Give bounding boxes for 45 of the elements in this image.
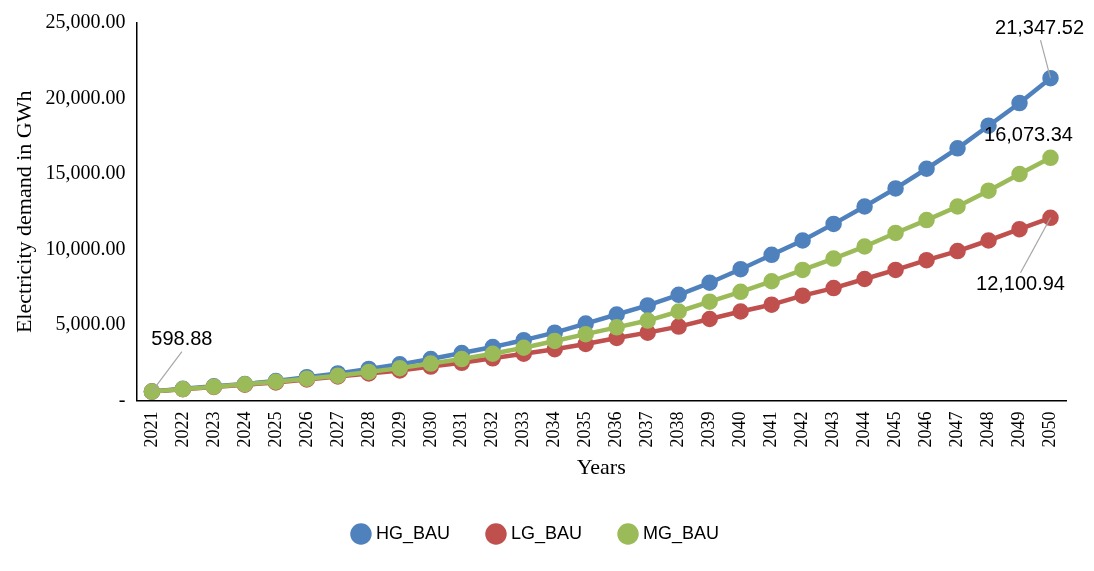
x-tick-label: 2035 [574, 411, 595, 448]
y-axis-title: Electricity demand in GWh [10, 90, 36, 334]
y-tick-label: 15,000.00 [45, 161, 126, 184]
x-tick-label: 2048 [977, 411, 998, 448]
x-tick-label: 2031 [450, 411, 471, 448]
annotation: 12,100.94 [976, 272, 1065, 295]
x-tick-label: 2036 [605, 411, 626, 448]
legend-label: LG_BAU [510, 522, 583, 544]
x-tick-label: 2037 [636, 411, 657, 448]
x-tick-label: 2029 [388, 411, 409, 448]
annotation: 598.88 [151, 327, 213, 350]
x-tick-label: 2034 [543, 411, 564, 448]
x-tick-label: 2033 [512, 411, 533, 448]
x-tick-label: 2040 [729, 411, 750, 448]
y-tick-label: 5,000.00 [55, 312, 126, 335]
x-tick-label: 2032 [481, 411, 502, 448]
x-tick-label: 2042 [791, 411, 812, 448]
x-tick-label: 2024 [233, 411, 254, 448]
x-tick-label: 2021 [140, 411, 161, 448]
x-tick-label: 2045 [884, 411, 905, 448]
x-tick-label: 2025 [264, 411, 285, 448]
x-tick-label: 2028 [357, 411, 378, 448]
y-tick-label: 20,000.00 [45, 85, 126, 108]
x-tick-label: 2027 [326, 411, 347, 448]
legend-label: HG_BAU [375, 522, 450, 544]
x-axis-title: Years [576, 453, 626, 479]
x-tick-label: 2047 [946, 411, 967, 448]
x-tick-label: 2026 [295, 411, 316, 448]
y-tick-label: - [118, 387, 126, 410]
x-tick-label: 2041 [760, 411, 781, 448]
x-tick-label: 2023 [202, 411, 223, 448]
legend-label: MG_BAU [643, 522, 720, 544]
y-tick-label: 25,000.00 [45, 10, 126, 33]
x-tick-label: 2043 [822, 411, 843, 448]
x-tick-label: 2022 [171, 411, 192, 448]
x-tick-label: 2044 [853, 411, 874, 448]
x-tick-label: 2030 [419, 411, 440, 448]
x-tick-label: 2038 [667, 411, 688, 448]
y-tick-label: 10,000.00 [45, 236, 126, 259]
annotation: 21,347.52 [995, 15, 1084, 38]
x-tick-label: 2049 [1008, 411, 1029, 448]
x-tick-label: 2050 [1039, 411, 1060, 448]
annotation: 16,073.34 [984, 123, 1073, 146]
x-tick-label: 2046 [915, 411, 936, 448]
x-tick-label: 2039 [698, 411, 719, 448]
